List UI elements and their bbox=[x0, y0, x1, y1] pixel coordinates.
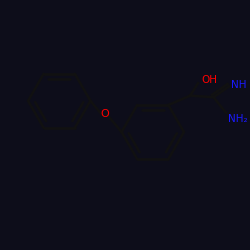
Text: O: O bbox=[100, 109, 109, 119]
Text: NH₂: NH₂ bbox=[228, 114, 247, 124]
Text: OH: OH bbox=[201, 75, 217, 85]
Text: NH: NH bbox=[231, 80, 246, 90]
